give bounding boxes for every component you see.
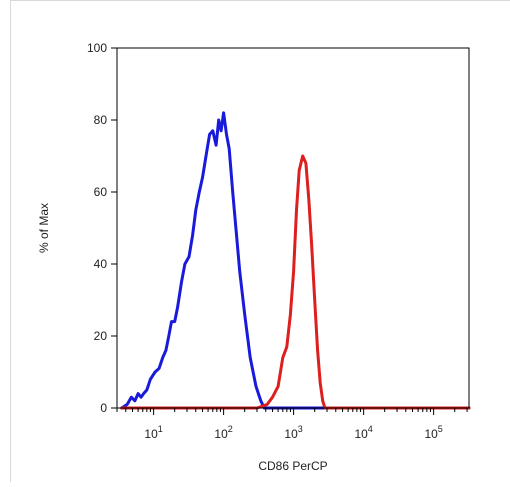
plot-series-group: [120, 111, 471, 410]
x-tick-label: 105: [424, 424, 442, 441]
y-tick-label: 80: [94, 113, 108, 127]
x-tick-label: 103: [284, 424, 302, 441]
y-tick-label: 40: [94, 257, 108, 271]
y-axis: 0 20 40 60 80 100: [87, 41, 117, 415]
frame-left-border: [10, 0, 11, 482]
x-tick-label: 102: [214, 424, 232, 441]
x-axis: 101 102 103 104 105: [116, 408, 468, 441]
y-tick-label: 100: [87, 41, 107, 55]
series-line-2: [120, 154, 471, 410]
y-tick-label: 20: [94, 329, 108, 343]
y-axis-title: % of Max: [37, 203, 51, 253]
x-axis-title: CD86 PerCP: [258, 459, 327, 473]
y-tick-label: 0: [100, 401, 107, 415]
x-tick-label: 104: [354, 424, 372, 441]
plot-area-frame: [116, 47, 470, 409]
y-tick-label: 60: [94, 185, 108, 199]
frame-top-border: [10, 0, 510, 1]
x-tick-label: 101: [144, 424, 162, 441]
series-line-1: [120, 111, 471, 410]
